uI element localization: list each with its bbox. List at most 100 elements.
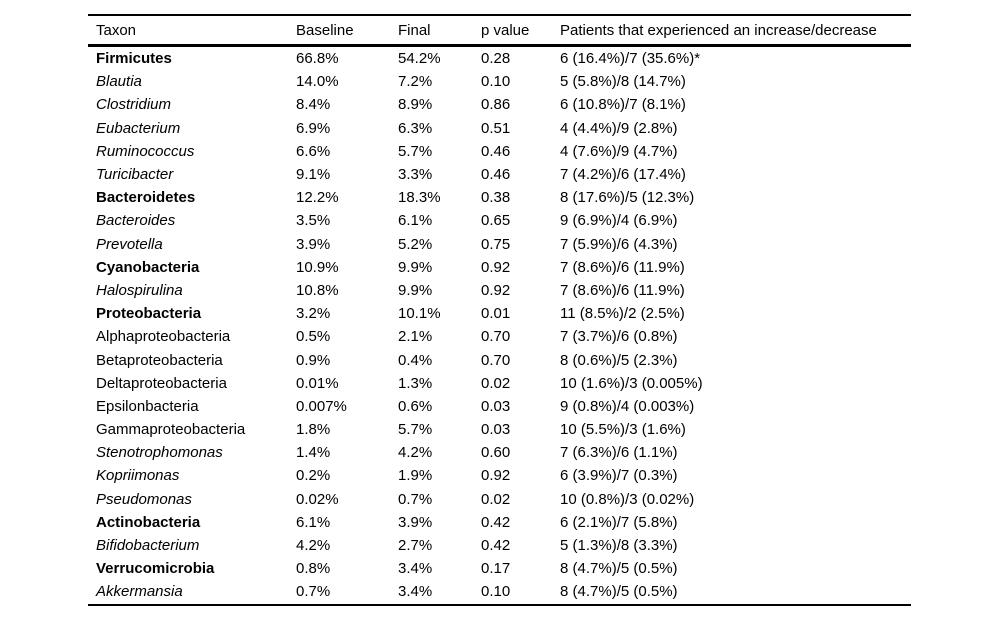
baseline-cell: 0.9% xyxy=(296,351,331,369)
table-row-verrucomicrobia: Verrucomicrobia 0.8% 3.4% 0.17 8 (4.7%)/… xyxy=(88,557,911,580)
taxon-cell: Proteobacteria xyxy=(96,305,202,323)
taxon-cell: Bacteroidetes xyxy=(96,189,196,207)
column-header-taxon: Taxon xyxy=(96,21,137,39)
table-row-kopriimonas: Kopriimonas 0.2% 1.9% 0.92 6 (3.9%)/7 (0… xyxy=(88,464,911,487)
patients-cell: 10 (1.6%)/3 (0.005%) xyxy=(560,374,703,392)
final-cell: 3.4% xyxy=(398,560,433,578)
p-value-cell: 0.17 xyxy=(481,560,511,578)
column-header-baseline: Baseline xyxy=(296,21,354,39)
patients-cell: 5 (5.8%)/8 (14.7%) xyxy=(560,73,686,91)
table-row-proteobacteria: Proteobacteria 3.2% 10.1% 0.01 11 (8.5%)… xyxy=(88,302,911,325)
p-value-cell: 0.38 xyxy=(481,189,511,207)
patients-cell: 7 (5.9%)/6 (4.3%) xyxy=(560,235,678,253)
patients-cell: 8 (4.7%)/5 (0.5%) xyxy=(560,583,678,601)
final-cell: 6.1% xyxy=(398,212,433,230)
baseline-cell: 3.5% xyxy=(296,212,331,230)
table-row-actinobacteria: Actinobacteria 6.1% 3.9% 0.42 6 (2.1%)/7… xyxy=(88,511,911,534)
table-row-bifidobacterium: Bifidobacterium 4.2% 2.7% 0.42 5 (1.3%)/… xyxy=(88,534,911,557)
table-row-bacteroidetes: Bacteroidetes 12.2% 18.3% 0.38 8 (17.6%)… xyxy=(88,186,911,209)
baseline-cell: 6.9% xyxy=(296,119,331,137)
p-value-cell: 0.03 xyxy=(481,421,511,439)
table-row-eubacterium: Eubacterium 6.9% 6.3% 0.51 4 (4.4%)/9 (2… xyxy=(88,117,911,140)
taxon-cell: Actinobacteria xyxy=(96,513,201,531)
taxon-cell: Kopriimonas xyxy=(96,467,180,485)
table-row-stenotrophomonas: Stenotrophomonas 1.4% 4.2% 0.60 7 (6.3%)… xyxy=(88,441,911,464)
table-row-clostridium: Clostridium 8.4% 8.9% 0.86 6 (10.8%)/7 (… xyxy=(88,93,911,116)
p-value-cell: 0.02 xyxy=(481,374,511,392)
taxon-cell: Bacteroides xyxy=(96,212,176,230)
patients-cell: 5 (1.3%)/8 (3.3%) xyxy=(560,537,678,555)
baseline-cell: 10.9% xyxy=(296,258,339,276)
table-row-alphaproteobacteria: Alphaproteobacteria 0.5% 2.1% 0.70 7 (3.… xyxy=(88,325,911,348)
taxa-abundance-table: Taxon Baseline Final p value Patients th… xyxy=(88,14,911,606)
column-header-final: Final xyxy=(398,21,431,39)
final-cell: 5.7% xyxy=(398,142,433,160)
patients-cell: 4 (4.4%)/9 (2.8%) xyxy=(560,119,678,137)
table-row-prevotella: Prevotella 3.9% 5.2% 0.75 7 (5.9%)/6 (4.… xyxy=(88,233,911,256)
p-value-cell: 0.65 xyxy=(481,212,511,230)
baseline-cell: 66.8% xyxy=(296,50,339,68)
baseline-cell: 6.6% xyxy=(296,142,331,160)
p-value-cell: 0.70 xyxy=(481,351,511,369)
final-cell: 3.4% xyxy=(398,583,433,601)
final-cell: 4.2% xyxy=(398,444,433,462)
baseline-cell: 3.2% xyxy=(296,305,331,323)
final-cell: 6.3% xyxy=(398,119,433,137)
taxon-cell: Verrucomicrobia xyxy=(96,560,215,578)
table-row-firmicutes: Firmicutes 66.8% 54.2% 0.28 6 (16.4%)/7 … xyxy=(88,47,911,70)
header-separator-rule xyxy=(88,44,911,47)
final-cell: 2.1% xyxy=(398,328,433,346)
patients-cell: 9 (6.9%)/4 (6.9%) xyxy=(560,212,678,230)
p-value-cell: 0.92 xyxy=(481,258,511,276)
patients-cell: 6 (10.8%)/7 (8.1%) xyxy=(560,96,686,114)
final-cell: 5.7% xyxy=(398,421,433,439)
patients-cell: 7 (3.7%)/6 (0.8%) xyxy=(560,328,678,346)
table-row-akkermansia: Akkermansia 0.7% 3.4% 0.10 8 (4.7%)/5 (0… xyxy=(88,580,911,603)
patients-cell: 4 (7.6%)/9 (4.7%) xyxy=(560,142,678,160)
p-value-cell: 0.75 xyxy=(481,235,511,253)
p-value-cell: 0.51 xyxy=(481,119,511,137)
table-row-gammaproteobacteria: Gammaproteobacteria 1.8% 5.7% 0.03 10 (5… xyxy=(88,418,911,441)
p-value-cell: 0.28 xyxy=(481,50,511,68)
table-row-epsilonbacteria: Epsilonbacteria 0.007% 0.6% 0.03 9 (0.8%… xyxy=(88,395,911,418)
taxon-cell: Cyanobacteria xyxy=(96,258,200,276)
taxon-cell: Akkermansia xyxy=(96,583,183,601)
baseline-cell: 6.1% xyxy=(296,513,331,531)
taxon-cell: Turicibacter xyxy=(96,166,174,184)
p-value-cell: 0.60 xyxy=(481,444,511,462)
patients-cell: 7 (8.6%)/6 (11.9%) xyxy=(560,258,685,276)
baseline-cell: 0.007% xyxy=(296,397,347,415)
taxon-cell: Halospirulina xyxy=(96,281,183,299)
taxon-cell: Firmicutes xyxy=(96,50,172,68)
patients-cell: 11 (8.5%)/2 (2.5%) xyxy=(560,305,685,323)
baseline-cell: 0.02% xyxy=(296,490,339,508)
patients-cell: 6 (16.4%)/7 (35.6%)* xyxy=(560,50,701,68)
table-row-blautia: Blautia 14.0% 7.2% 0.10 5 (5.8%)/8 (14.7… xyxy=(88,70,911,93)
p-value-cell: 0.02 xyxy=(481,490,511,508)
final-cell: 3.3% xyxy=(398,166,433,184)
taxon-cell: Prevotella xyxy=(96,235,163,253)
p-value-cell: 0.46 xyxy=(481,142,511,160)
final-cell: 18.3% xyxy=(398,189,441,207)
p-value-cell: 0.10 xyxy=(481,73,511,91)
final-cell: 9.9% xyxy=(398,281,433,299)
baseline-cell: 0.2% xyxy=(296,467,331,485)
taxon-cell: Stenotrophomonas xyxy=(96,444,223,462)
final-cell: 5.2% xyxy=(398,235,433,253)
column-header-p-value: p value xyxy=(481,21,530,39)
patients-cell: 7 (6.3%)/6 (1.1%) xyxy=(560,444,678,462)
final-cell: 2.7% xyxy=(398,537,433,555)
patients-cell: 9 (0.8%)/4 (0.003%) xyxy=(560,397,695,415)
table-row-betaproteobacteria: Betaproteobacteria 0.9% 0.4% 0.70 8 (0.6… xyxy=(88,348,911,371)
final-cell: 9.9% xyxy=(398,258,433,276)
taxon-cell: Blautia xyxy=(96,73,142,91)
patients-cell: 8 (17.6%)/5 (12.3%) xyxy=(560,189,695,207)
patients-cell: 6 (2.1%)/7 (5.8%) xyxy=(560,513,678,531)
baseline-cell: 10.8% xyxy=(296,281,339,299)
taxon-cell: Deltaproteobacteria xyxy=(96,374,227,392)
patients-cell: 8 (0.6%)/5 (2.3%) xyxy=(560,351,678,369)
final-cell: 1.3% xyxy=(398,374,433,392)
baseline-cell: 9.1% xyxy=(296,166,331,184)
p-value-cell: 0.70 xyxy=(481,328,511,346)
